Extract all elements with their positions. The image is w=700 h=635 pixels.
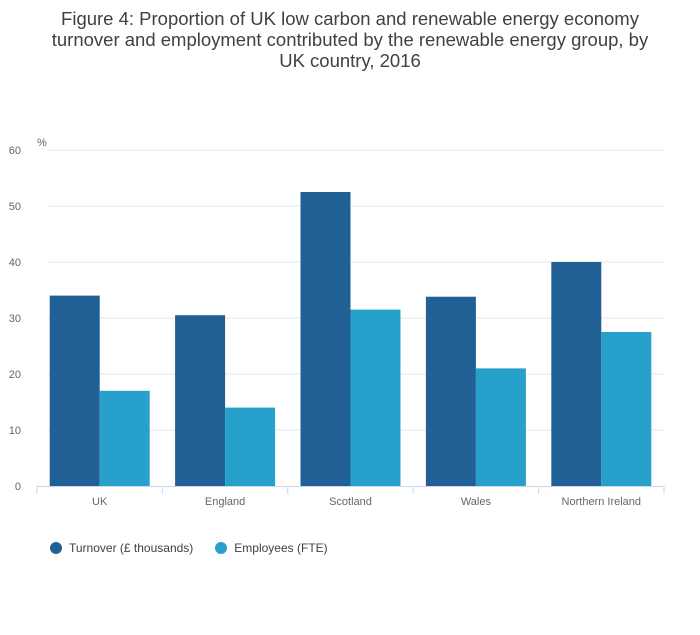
- bar-turnover: [425, 296, 476, 486]
- legend: Turnover (£ thousands) Employees (FTE): [50, 541, 328, 555]
- y-tick-label: 50: [9, 201, 21, 213]
- chart-title-line: UK country, 2016: [279, 50, 421, 71]
- bar-employees: [350, 309, 401, 486]
- x-tick-label: England: [205, 496, 245, 508]
- y-tick-label: 20: [9, 369, 21, 381]
- chart-title-line: Figure 4: Proportion of UK low carbon an…: [61, 8, 639, 29]
- y-tick-label: 60: [9, 145, 21, 157]
- bar-turnover: [300, 192, 351, 486]
- legend-swatch-turnover: [50, 542, 62, 554]
- legend-label-turnover: Turnover (£ thousands): [69, 541, 194, 555]
- chart-title: Figure 4: Proportion of UK low carbon an…: [20, 8, 680, 71]
- bar-employees: [601, 332, 652, 486]
- legend-item-employees[interactable]: Employees (FTE): [215, 541, 328, 555]
- legend-label-employees: Employees (FTE): [234, 541, 328, 555]
- bar-employees: [99, 390, 150, 486]
- y-tick-label: 30: [9, 313, 21, 325]
- bar-turnover: [175, 315, 226, 486]
- y-tick-label: 0: [15, 481, 21, 493]
- legend-swatch-employees: [215, 542, 228, 554]
- chart-title-line: turnover and employment contributed by t…: [51, 29, 649, 50]
- y-tick-label: 40: [9, 257, 21, 269]
- bar-employees: [475, 368, 526, 486]
- bar-employees: [225, 407, 276, 486]
- bar-turnover: [551, 262, 602, 486]
- x-tick-label: Northern Ireland: [562, 496, 642, 508]
- y-axis-label: %: [37, 137, 47, 149]
- y-tick-label: 10: [9, 425, 21, 437]
- x-tick-label: Wales: [461, 496, 492, 508]
- bar-turnover: [49, 295, 100, 486]
- x-tick-label: UK: [92, 496, 108, 508]
- legend-item-turnover[interactable]: Turnover (£ thousands): [50, 541, 193, 555]
- x-tick-label: Scotland: [329, 496, 372, 508]
